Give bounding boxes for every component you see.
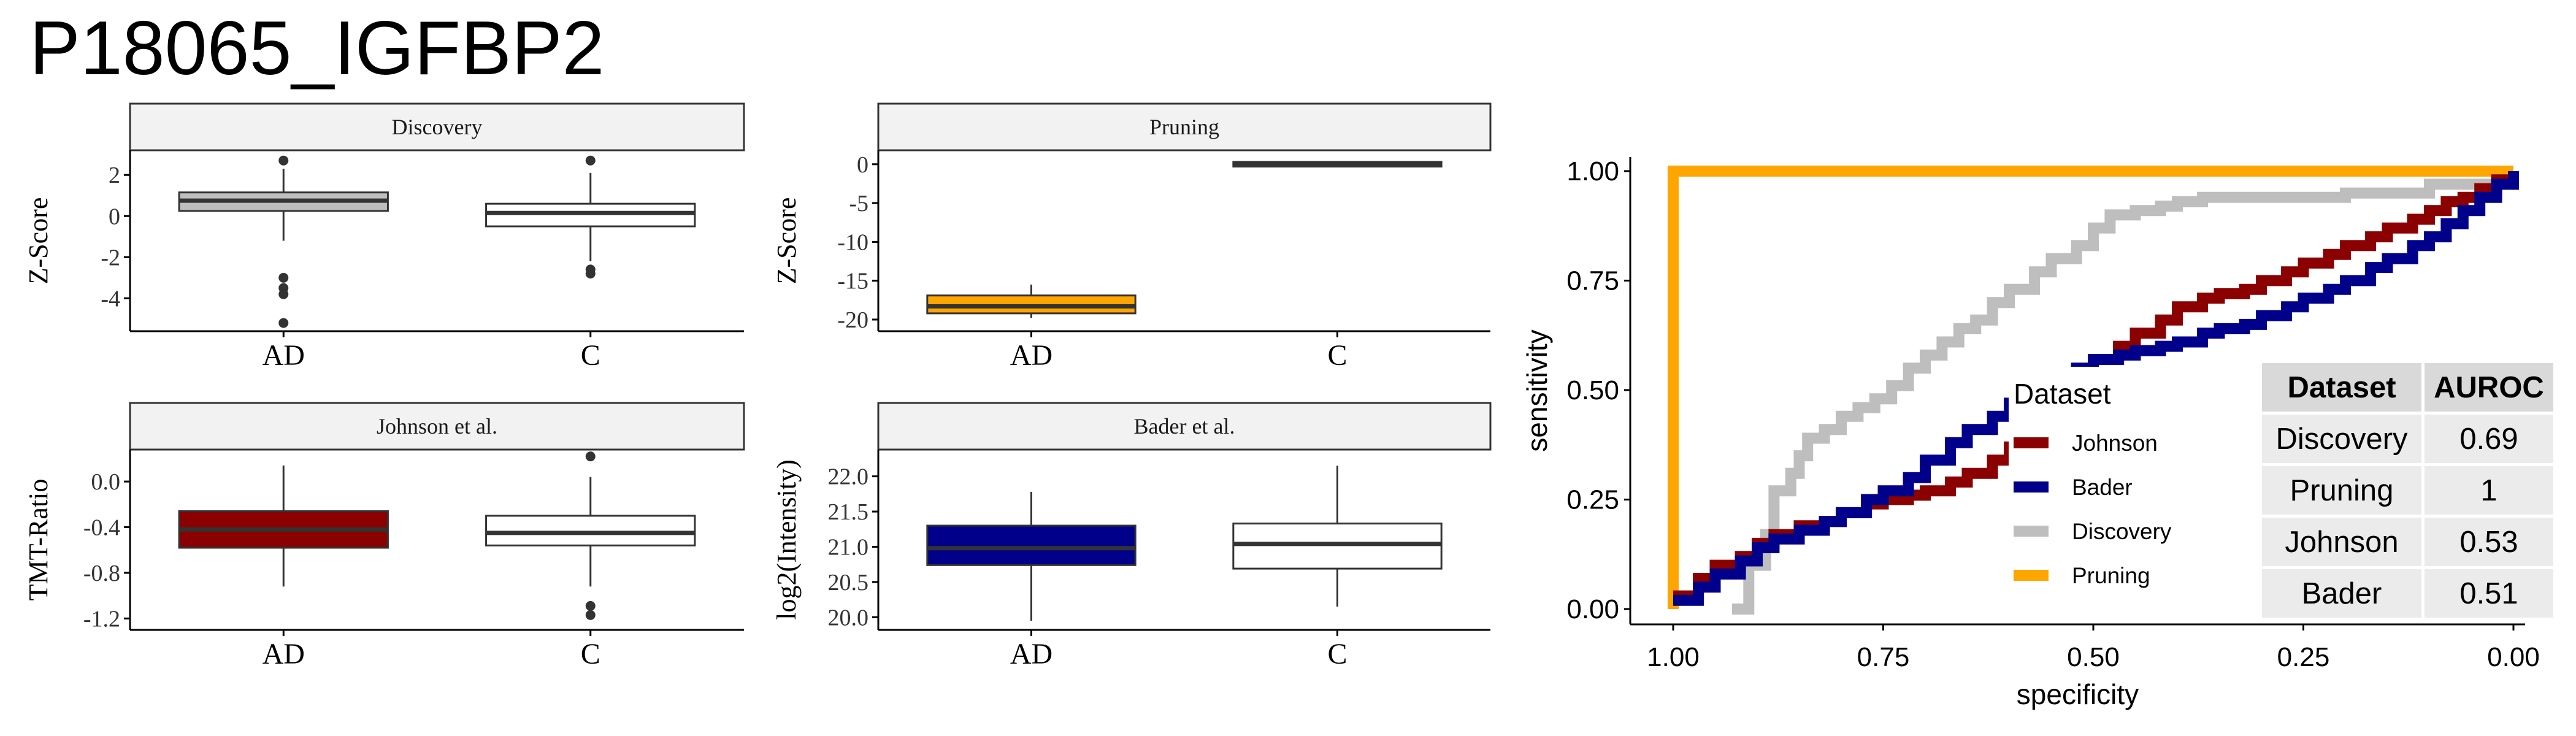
box-body: [485, 515, 696, 546]
legend-title: Dataset: [2014, 378, 2111, 410]
auroc-table-cell: Discovery: [2262, 415, 2421, 463]
x-tick-label: 0.25: [2277, 642, 2330, 672]
box-outlier: [585, 451, 596, 462]
y-tick-label: -15: [837, 269, 868, 294]
y-axis-label: Z-Score: [23, 197, 53, 285]
auroc-table-row: Pruning 1: [2262, 466, 2553, 515]
x-tick-label: 0.50: [2067, 642, 2120, 672]
x-tick-label: C: [581, 339, 600, 372]
legend-label: Pruning: [2072, 563, 2150, 588]
y-tick-label: 0.25: [1566, 485, 1619, 515]
roc-curve-discovery: [1731, 178, 2519, 615]
y-tick-label: -5: [849, 191, 868, 217]
y-tick-label: 20.0: [828, 605, 869, 631]
auroc-table-cell: 0.51: [2425, 569, 2553, 618]
facet-strip: [877, 402, 1492, 451]
boxplot-panel: Johnson et al. 0.0 -0.4 -0.8 -1.2 AD C TMT-Rati…: [23, 402, 745, 670]
x-tick-label: C: [1327, 339, 1347, 372]
facet-strip: [877, 102, 1492, 151]
y-tick-label: 21.0: [828, 534, 869, 560]
y-tick-label: -0.8: [83, 561, 120, 586]
box-outlier: [278, 318, 289, 328]
roc-legend: Dataset Johnson Bader Discovery Pruning: [2009, 367, 2172, 600]
x-tick-label: AD: [263, 339, 305, 372]
boxplot-panel: Discovery 2 0 -2 -4 AD C Z-Score: [23, 102, 745, 372]
auroc-table-row: Johnson 0.53: [2262, 518, 2553, 566]
page-title: P18065_IGFBP2: [29, 6, 605, 91]
x-axis-label: specificity: [2017, 678, 2139, 710]
x-tick-label: C: [581, 638, 600, 670]
y-axis-label: sensitivity: [1521, 329, 1553, 451]
y-tick-label: 0.75: [1566, 266, 1619, 296]
x-tick-label: 0.00: [2487, 642, 2540, 672]
auroc-table-header-row: Dataset AUROC: [2262, 363, 2553, 412]
auroc-table-row: Discovery 0.69: [2262, 415, 2553, 463]
y-tick-label: 1.00: [1566, 156, 1619, 186]
y-tick-label: 20.5: [828, 570, 869, 596]
facet-strip: [129, 402, 745, 451]
y-tick-label: 0.50: [1566, 375, 1619, 405]
y-tick-label: -4: [101, 286, 120, 312]
box-outlier: [278, 289, 289, 299]
facet-strip: [129, 102, 745, 151]
auroc-table-row: Bader 0.51: [2262, 569, 2553, 618]
auroc-table: Dataset AUROC Discovery 0.69 Pruning 1 J…: [2259, 360, 2556, 621]
x-tick-label: C: [1327, 638, 1347, 670]
y-axis-label: log2(Intensity): [772, 459, 802, 620]
y-tick-label: 21.5: [828, 499, 869, 525]
roc-curve-pruning: [1668, 166, 2513, 609]
auroc-table-cell: Pruning: [2262, 466, 2421, 515]
y-tick-label: -10: [837, 229, 868, 255]
x-tick-label: AD: [1010, 638, 1052, 670]
y-tick-label: 0: [857, 152, 868, 178]
y-tick-label: 22.0: [828, 464, 869, 490]
box-outlier: [278, 155, 289, 166]
box-outlier: [278, 272, 289, 283]
roc-curve-bader: [1673, 171, 2519, 606]
y-axis-label: Z-Score: [772, 197, 802, 285]
box-outlier: [585, 269, 596, 279]
y-tick-label: 0.0: [91, 469, 121, 495]
box-outlier: [585, 610, 596, 620]
auroc-table-cell: Johnson: [2262, 518, 2421, 566]
auroc-table-header-dataset: Dataset: [2262, 363, 2421, 412]
y-tick-label: -0.4: [83, 515, 120, 541]
legend-label: Johnson: [2072, 431, 2158, 456]
boxplot-panel: Bader et al. 22.0 21.5 21.0 20.5 20.0 AD Clog2(…: [772, 402, 1492, 670]
x-tick-label: 0.75: [1857, 642, 1910, 672]
box-outlier: [585, 155, 596, 166]
facet-title: Discovery: [392, 115, 483, 139]
y-tick-label: 2: [109, 163, 120, 188]
y-tick-label: -1.2: [83, 606, 120, 632]
facet-title: Bader et al.: [1134, 414, 1235, 439]
boxplot-panel: Pruning 0 -5 -10 -15 -20 AD C Z-Score: [772, 102, 1492, 372]
auroc-table-header-auroc: AUROC: [2425, 363, 2553, 412]
x-tick-label: 1.00: [1647, 642, 1700, 672]
auroc-table-cell: Bader: [2262, 569, 2421, 618]
legend-label: Bader: [2072, 475, 2133, 500]
x-tick-label: AD: [1010, 339, 1052, 372]
y-tick-label: 0.00: [1566, 594, 1619, 624]
facet-title: Pruning: [1149, 115, 1219, 139]
legend-label: Discovery: [2072, 519, 2172, 544]
box-outlier: [585, 600, 596, 611]
x-tick-label: AD: [263, 638, 305, 670]
box-body: [926, 524, 1137, 566]
auroc-table-cell: 0.53: [2425, 518, 2553, 566]
y-tick-label: 0: [109, 204, 120, 229]
y-tick-label: -20: [837, 307, 868, 333]
auroc-table-cell: 1: [2425, 466, 2553, 515]
y-tick-label: -2: [101, 245, 120, 270]
y-axis-label: TMT-Ratio: [23, 479, 53, 601]
auroc-table-cell: 0.69: [2425, 415, 2553, 463]
facet-title: Johnson et al.: [377, 414, 497, 439]
